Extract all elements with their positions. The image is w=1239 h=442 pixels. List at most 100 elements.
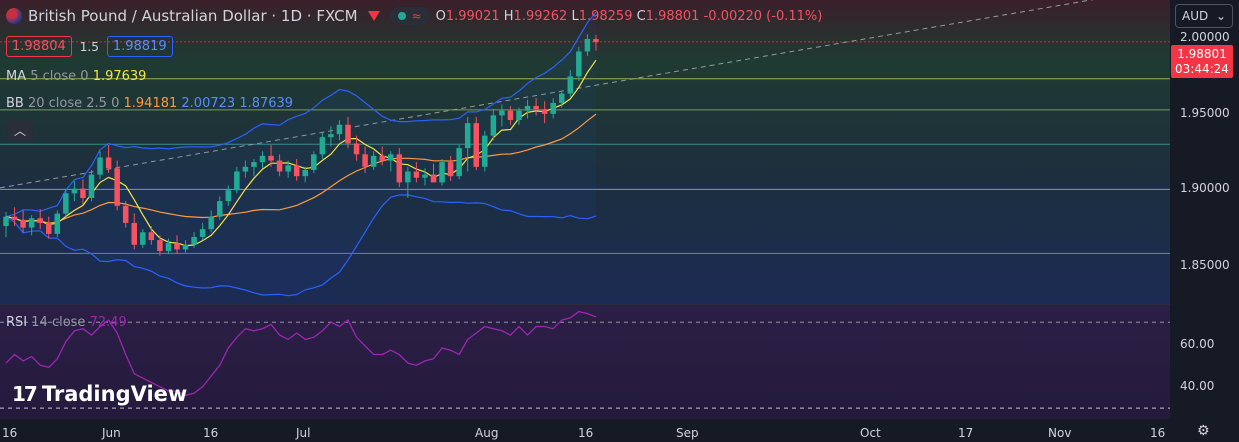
trend-line <box>0 0 1094 189</box>
symbol-header[interactable]: British Pound / Australian Dollar · 1D ·… <box>6 7 822 25</box>
candle-body <box>208 216 214 230</box>
candle-body <box>593 38 599 43</box>
status-pill[interactable]: ≈ <box>389 7 430 25</box>
x-tick-label: 16 <box>1150 426 1166 440</box>
candle-body <box>456 148 462 177</box>
candle-body <box>148 232 155 241</box>
bb-upper-value: 2.00723 <box>181 96 236 111</box>
sell-button[interactable]: 1.98804 <box>6 36 72 57</box>
candle-body <box>259 155 266 163</box>
chevron-up-icon: ︿ <box>13 124 26 138</box>
ohlc-readout: O1.99021 H1.99262 L1.98259 C1.98801 -0.0… <box>436 9 823 24</box>
logo-text: TradingView <box>41 382 188 406</box>
x-tick-label: Nov <box>1048 426 1072 440</box>
close-value: 1.98801 <box>645 8 700 24</box>
candle-body <box>268 155 274 161</box>
buy-button[interactable]: 1.98819 <box>106 36 173 57</box>
candle-body <box>11 216 18 220</box>
symbol-title[interactable]: British Pound / Australian Dollar · 1D ·… <box>28 7 358 25</box>
tradingview-logo-icon: 17 <box>12 382 38 406</box>
x-tick-label: 16 <box>203 426 219 440</box>
candle-body <box>576 51 582 77</box>
high-value: 1.99262 <box>513 8 568 24</box>
candle-body <box>251 162 257 167</box>
candle-body <box>550 102 556 114</box>
y-tick-label: 1.85000 <box>1180 258 1230 272</box>
candle-body <box>336 124 343 135</box>
candle-body <box>157 240 163 251</box>
ma-legend[interactable]: MA 5 close 0 1.97639 <box>6 69 146 84</box>
low-value: 1.98259 <box>578 8 633 24</box>
bb-legend[interactable]: BB 20 close 2.5 0 1.94181 2.00723 1.8763… <box>6 96 293 111</box>
candle-body <box>311 154 317 170</box>
high-key: H <box>503 8 514 24</box>
y-tick-label: 1.95000 <box>1180 106 1230 120</box>
bb-lower-value: 1.87639 <box>239 96 294 111</box>
candle-body <box>422 174 428 178</box>
candle-body <box>63 193 69 214</box>
candle-body <box>396 154 403 183</box>
time-axis-background <box>0 419 1170 442</box>
candle-body <box>114 168 120 206</box>
candle-body <box>276 160 283 172</box>
x-tick-label: 16 <box>578 426 594 440</box>
candle-body <box>430 174 437 183</box>
rsi-legend[interactable]: RSI 14 close 72.49 <box>6 315 127 330</box>
candle-body <box>559 93 565 103</box>
candle-body <box>80 188 86 198</box>
candle-body <box>225 190 232 202</box>
chevron-down-icon: ⌄ <box>1215 9 1226 23</box>
x-tick-label: Sep <box>676 426 699 440</box>
last-price-value: 1.98801 <box>1177 47 1227 61</box>
candle-body <box>464 123 471 149</box>
candle-body <box>285 165 291 172</box>
candle-body <box>473 123 479 167</box>
candle-body <box>541 109 548 114</box>
candle-body <box>379 155 385 161</box>
rsi-y-tick-label: 40.00 <box>1180 379 1215 393</box>
candle-body <box>182 244 189 250</box>
candle-body <box>353 143 360 155</box>
candle-body <box>524 106 531 111</box>
x-tick-label: Oct <box>860 426 881 440</box>
open-value: 1.99021 <box>445 8 500 24</box>
candle-body <box>191 236 197 245</box>
candle-body <box>319 137 326 155</box>
bb-params: 20 close 2.5 0 <box>27 96 120 111</box>
x-tick-label: 17 <box>958 426 974 440</box>
candle-body <box>413 171 420 178</box>
market-status-dot-icon <box>397 12 406 20</box>
candle-body <box>54 213 61 234</box>
candle-body <box>447 162 454 177</box>
candle-body <box>362 154 368 167</box>
low-key: L <box>571 8 579 24</box>
candle-body <box>507 110 514 121</box>
candle-body <box>567 76 574 94</box>
last-price-tag: 1.98801 03:44:24 <box>1171 45 1233 78</box>
rsi-pane-background <box>0 305 1170 419</box>
settings-gear-icon[interactable]: ⚙ <box>1197 423 1210 439</box>
wave-icon: ≈ <box>411 9 422 23</box>
ma-label: MA <box>6 69 27 84</box>
tradingview-logo[interactable]: 17 TradingView <box>12 382 187 406</box>
collapse-legend-button[interactable]: ︿ <box>7 121 33 141</box>
candle-body <box>46 222 52 234</box>
candle-body <box>516 110 522 121</box>
ma5-line <box>5 59 597 247</box>
change-value: -0.00220 (-0.11%) <box>703 8 823 24</box>
bb-basis-line <box>5 113 597 224</box>
spread-value: 1.5 <box>79 39 99 54</box>
bb-label: BB <box>6 96 24 111</box>
currency-select[interactable]: AUD ⌄ <box>1175 4 1233 28</box>
candle-body <box>131 222 137 245</box>
bb-band-fill <box>6 12 596 296</box>
candle-body <box>20 219 26 228</box>
rsi-line <box>5 310 597 396</box>
x-tick-label: 16 <box>2 426 18 440</box>
bar-countdown: 03:44:24 <box>1175 62 1229 76</box>
candle-body <box>388 154 394 161</box>
candle-body <box>302 169 308 177</box>
candle-body <box>165 243 172 251</box>
market-closed-icon <box>367 11 380 21</box>
